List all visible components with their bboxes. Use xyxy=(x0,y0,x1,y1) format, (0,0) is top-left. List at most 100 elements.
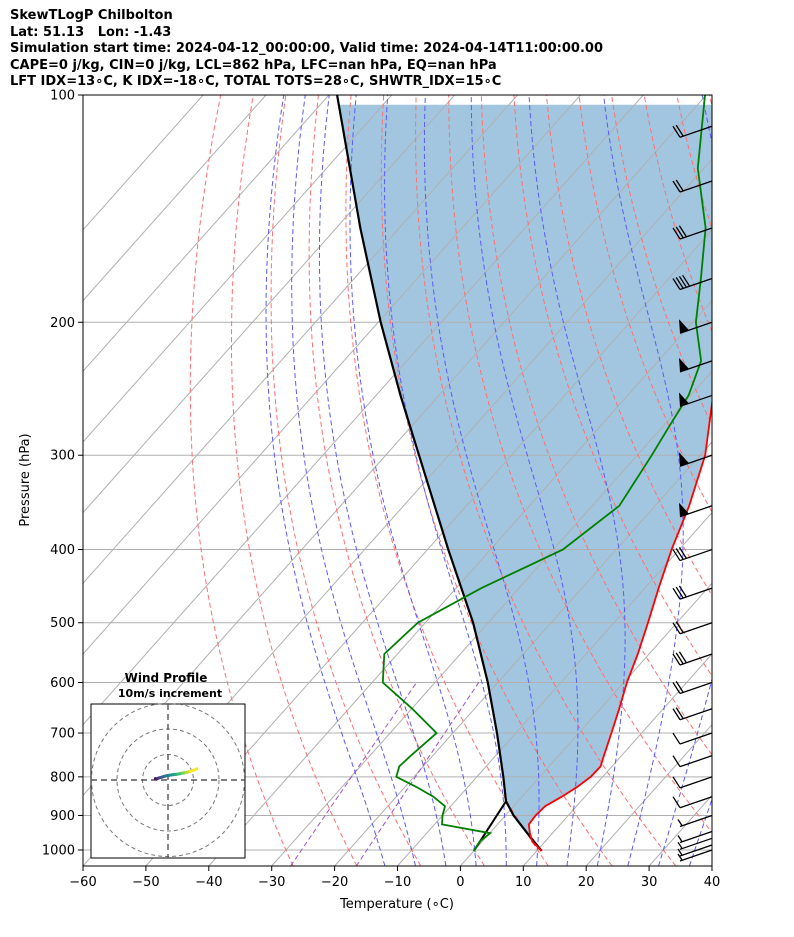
wind-barb-full xyxy=(675,621,684,633)
wind-barb-full xyxy=(672,622,681,635)
hodograph-segment xyxy=(192,767,199,772)
wind-barb-half xyxy=(677,819,683,826)
moist-adiabat-line xyxy=(349,95,477,866)
wind-barb-staff xyxy=(679,844,713,857)
y-tick-label: 800 xyxy=(50,770,75,785)
isotherm-line xyxy=(83,95,456,514)
wind-barb-full xyxy=(675,277,684,289)
isotherm-line xyxy=(83,95,644,726)
wind-barb-staff xyxy=(679,849,713,862)
isotherm-line xyxy=(522,653,712,866)
parcel-profile-line xyxy=(336,95,543,852)
dry-adiabat-line xyxy=(189,95,294,866)
y-tick-label: 500 xyxy=(50,616,75,631)
wind-barb-full xyxy=(672,549,681,561)
dry-adiabat-line xyxy=(775,95,794,866)
wind-barb xyxy=(677,844,713,857)
wind-barb-full xyxy=(672,796,681,809)
wind-barb-full xyxy=(675,707,684,720)
y-axis-label: Pressure (hPa) xyxy=(18,433,33,526)
x-tick-label: −20 xyxy=(321,875,348,890)
x-tick-label: 10 xyxy=(515,875,532,890)
wind-barb xyxy=(672,274,713,291)
isotherm-line xyxy=(83,95,267,302)
wind-barb-staff xyxy=(679,755,713,768)
wind-barb-full xyxy=(682,274,691,287)
wind-barb-staff xyxy=(679,125,713,138)
wind-barb xyxy=(672,651,713,666)
wind-barb xyxy=(672,225,713,240)
isotherm-line xyxy=(460,582,712,866)
wind-barb xyxy=(672,707,713,721)
y-tick-label: 200 xyxy=(50,316,75,331)
wind-barb-full xyxy=(672,180,681,193)
wind-barb-staff xyxy=(679,796,713,809)
wind-barb xyxy=(679,319,713,334)
y-tick-label: 1000 xyxy=(42,844,75,859)
dry-adiabat-line xyxy=(708,95,712,108)
profiles xyxy=(336,95,712,852)
wind-barb-staff xyxy=(679,732,713,745)
wind-barb-staff xyxy=(679,180,713,193)
wind-barbs xyxy=(672,124,713,862)
wind-barb-flag xyxy=(679,452,689,467)
isotherm-line xyxy=(145,229,712,866)
wind-barb xyxy=(672,796,713,809)
x-tick-label: 0 xyxy=(456,875,464,890)
x-tick-label: 40 xyxy=(704,875,721,890)
temperature-profile-line xyxy=(527,396,712,852)
wind-barb xyxy=(677,837,713,850)
index-line: LFT IDX=13∘C, K IDX=-18∘C, TOTAL TOTS=28… xyxy=(10,74,502,89)
moist-adiabat-line xyxy=(384,95,507,866)
wind-barb-half xyxy=(677,848,683,856)
wind-barb xyxy=(679,502,713,518)
wind-barb xyxy=(679,452,713,467)
wind-barb-staff xyxy=(679,814,713,828)
wind-barb xyxy=(672,585,713,600)
dewpoint-profile-line xyxy=(381,95,707,852)
wind-barb-staff xyxy=(679,653,713,666)
dry-adiabat-line xyxy=(231,95,358,866)
dry-adiabat-line xyxy=(578,95,712,513)
cape-line: CAPE=0 j/kg, CIN=0 j/kg, LCL=862 hPa, LF… xyxy=(10,57,497,73)
dry-adiabat-line xyxy=(345,95,549,866)
wind-barb xyxy=(672,755,713,768)
wind-barb xyxy=(677,830,713,844)
wind-barb xyxy=(672,179,713,193)
wind-barb-full xyxy=(672,776,681,789)
wind-barb-staff xyxy=(679,622,713,635)
wind-barb-flag xyxy=(679,319,689,334)
wind-barb-staff xyxy=(679,830,713,844)
axes: −60 −50 −40 −30 −20 −10 0 10 20 30 40 100 200 300 400 5… xyxy=(42,89,720,891)
chart-title: SkewTLogP Chilbolton xyxy=(10,8,173,23)
wind-barb-full xyxy=(672,682,681,694)
mixing-ratio-line xyxy=(355,682,480,866)
wind-barb-staff xyxy=(679,227,713,240)
x-tick-label: −10 xyxy=(384,875,411,890)
isotherm-line xyxy=(208,299,712,866)
dry-adiabat-line xyxy=(611,95,712,426)
wind-barb-full xyxy=(675,652,684,665)
x-tick-label: −60 xyxy=(69,875,96,890)
dry-adiabat-line xyxy=(415,95,677,866)
wind-barb xyxy=(672,776,713,789)
wind-barb-staff xyxy=(679,548,713,562)
x-tick-label: −30 xyxy=(258,875,285,890)
dry-adiabat-line xyxy=(448,95,712,834)
wind-barb-half xyxy=(677,853,683,861)
moist-adiabat-line xyxy=(720,95,794,866)
y-tick-label: 300 xyxy=(50,449,75,464)
x-tick-label: 20 xyxy=(578,875,595,890)
wind-barb-staff xyxy=(679,708,713,721)
wind-barb xyxy=(672,547,713,562)
wind-barb-full xyxy=(675,226,684,239)
moist-adiabats xyxy=(265,95,794,866)
wind-barb xyxy=(672,732,713,745)
x-tick-label: −40 xyxy=(195,875,222,890)
wind-barb xyxy=(679,357,713,373)
wind-barb-full xyxy=(675,586,684,599)
wind-barb-flag xyxy=(679,502,689,517)
moist-adiabat-line xyxy=(470,95,579,866)
isotherm-line xyxy=(83,95,393,443)
